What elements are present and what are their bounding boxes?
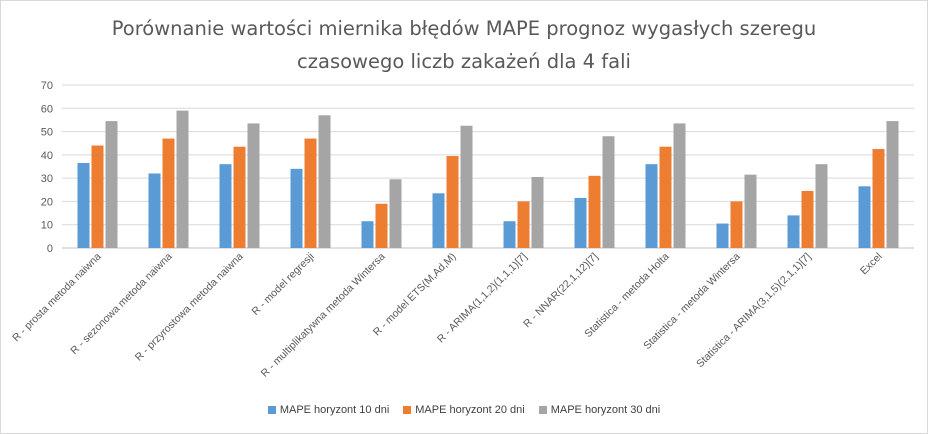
bar <box>375 203 388 248</box>
bar <box>162 138 175 248</box>
y-tick-label: 0 <box>47 243 53 255</box>
legend-label-30: MAPE horyzont 30 dni <box>550 404 661 416</box>
bar <box>801 190 814 248</box>
y-tick-label: 20 <box>41 196 53 208</box>
x-tick-label: R - NNAR(22,1,12)[7] <box>521 251 601 331</box>
y-tick-label: 50 <box>41 127 53 139</box>
bar <box>602 136 615 248</box>
bar <box>659 146 672 248</box>
bar <box>531 176 544 248</box>
y-tick-label: 10 <box>41 220 53 232</box>
legend-item-30: MAPE horyzont 30 dni <box>538 404 661 416</box>
x-tick-label: Statistica - ARIMA(3,1,5)(2,1,1)[7] <box>694 251 814 371</box>
bar <box>730 201 743 248</box>
chart-title-line-1: Porównanie wartości miernika błędów MAPE… <box>111 17 817 40</box>
bar <box>247 123 260 248</box>
y-tick-label: 40 <box>41 150 53 162</box>
y-tick-label: 30 <box>41 173 53 185</box>
bar <box>176 110 189 248</box>
bar <box>432 193 445 248</box>
bar <box>389 179 402 248</box>
bar <box>517 201 530 248</box>
bar <box>872 149 885 248</box>
bar <box>886 121 899 248</box>
bar <box>645 164 658 248</box>
legend-swatch-30 <box>538 406 547 414</box>
x-tick-label: R - multiplikatywna metoda Wintersa <box>259 251 388 380</box>
chart-title-line-2: czasowego liczb zakażeń dla 4 fali <box>297 50 631 73</box>
x-tick-label: Excel <box>858 251 885 278</box>
bar <box>77 163 90 248</box>
bar <box>503 221 516 248</box>
bar <box>858 186 871 248</box>
legend-label-10: MAPE horyzont 10 dni <box>279 404 390 416</box>
bar <box>304 138 317 248</box>
bar <box>574 197 587 248</box>
bar <box>290 168 303 248</box>
legend-label-20: MAPE horyzont 20 dni <box>415 404 525 416</box>
legend-item-20: MAPE horyzont 20 dni <box>403 404 525 416</box>
bar <box>361 221 374 248</box>
bar <box>446 156 459 248</box>
chart-title: Porównanie wartości miernika błędów MAPE… <box>0 12 928 78</box>
legend-item-10: MAPE horyzont 10 dni <box>267 404 390 416</box>
bar <box>148 173 161 248</box>
bar <box>716 223 729 248</box>
bar <box>588 175 601 248</box>
bar <box>91 145 104 248</box>
legend: MAPE horyzont 10 dni MAPE horyzont 20 dn… <box>0 404 928 416</box>
bar <box>105 121 118 248</box>
bar <box>233 146 246 248</box>
bar <box>744 174 757 248</box>
y-tick-label: 60 <box>41 103 53 115</box>
bar <box>318 115 331 249</box>
bar <box>219 164 232 248</box>
y-tick-label: 70 <box>41 80 53 92</box>
legend-swatch-10 <box>267 406 276 414</box>
legend-swatch-20 <box>403 406 412 414</box>
bar <box>787 215 800 248</box>
bar <box>815 164 828 248</box>
bar <box>673 123 686 248</box>
bar <box>460 125 473 248</box>
x-tick-label: R - model regresji <box>250 251 317 318</box>
